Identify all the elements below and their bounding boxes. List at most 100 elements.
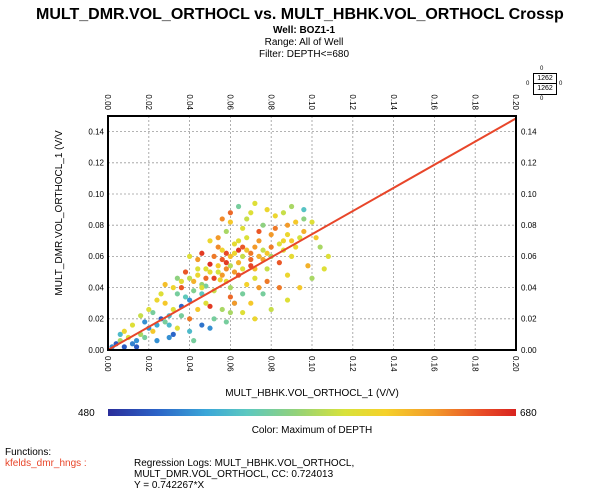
scatter-point: [235, 260, 242, 266]
scatter-point: [207, 261, 213, 267]
x-tick-label-bottom: 0.18: [470, 356, 479, 372]
scatter-point: [240, 225, 246, 231]
scatter-point: [215, 244, 221, 250]
x-tick-label-bottom: 0.12: [348, 356, 357, 372]
scatter-point: [231, 300, 238, 306]
scatter-point: [191, 338, 197, 344]
scatter-point: [244, 216, 250, 222]
scatter-point: [154, 297, 160, 303]
scatter-point: [244, 281, 250, 288]
scatter-point: [272, 213, 278, 219]
x-tick-label-top: 0.12: [348, 94, 357, 110]
scatter-point: [256, 285, 262, 291]
scatter-point: [284, 272, 291, 278]
scatter-point: [231, 241, 238, 247]
scatter-point: [240, 253, 246, 259]
chart-title: MULT_DMR.VOL_ORTHOCL vs. MULT_HBHK.VOL_O…: [36, 6, 564, 23]
x-axis-label: MULT_HBHK.VOL_ORTHOCL_1 (V/V): [225, 388, 399, 399]
scatter-point: [162, 281, 168, 288]
scatter-point: [215, 269, 221, 275]
scatter-point: [240, 309, 246, 316]
scatter-point: [240, 291, 246, 297]
scatter-point: [252, 200, 258, 206]
scatter-point: [223, 260, 229, 266]
scatter-point: [227, 263, 233, 269]
range-label: Range: All of Well: [264, 37, 344, 48]
scatter-point: [219, 216, 225, 222]
scatter-point: [138, 313, 144, 319]
legend-tick-right: 0: [559, 81, 563, 87]
y-tick-label-left: 0.02: [88, 315, 104, 324]
scatter-point: [187, 275, 193, 281]
count-legend-box: 1262 1262: [533, 73, 557, 95]
scatter-point: [248, 300, 254, 306]
scatter-point: [272, 225, 278, 231]
scatter-point: [187, 297, 193, 303]
well-label: Well: BOZ1-1: [272, 25, 336, 36]
scatter-point: [256, 253, 262, 259]
colorbar: [108, 409, 516, 416]
function-name[interactable]: kfelds_dmr_hngs :: [5, 458, 87, 469]
y-tick-label-right: 0.00: [521, 346, 537, 355]
scatter-point: [207, 325, 213, 331]
x-tick-label-bottom: 0.14: [389, 356, 398, 372]
scatter-point: [284, 297, 291, 303]
scatter-point: [264, 278, 270, 284]
y-tick-label-left: 0.08: [88, 221, 104, 230]
scatter-point: [166, 322, 172, 328]
scatter-point: [121, 344, 127, 350]
scatter-point: [252, 244, 258, 250]
scatter-point: [142, 334, 148, 341]
y-tick-label-right: 0.02: [521, 315, 537, 324]
scatter-point: [268, 306, 274, 313]
function-line-3: Y = 0.742267*X: [134, 480, 205, 491]
scatter-point: [325, 253, 331, 259]
legend-count-bottom: 1262: [537, 85, 553, 92]
scatter-point: [207, 303, 213, 309]
y-tick-label-right: 0.14: [521, 127, 537, 136]
scatter-point: [203, 266, 209, 272]
scatter-point: [256, 238, 262, 244]
scatter-point: [154, 338, 160, 344]
scatter-point: [264, 266, 270, 272]
scatter-point: [276, 260, 282, 266]
scatter-point: [215, 263, 221, 269]
scatter-point: [309, 275, 315, 281]
scatter-point: [178, 278, 185, 284]
scatter-point: [203, 275, 209, 281]
tick-labels: 0.000.000.020.020.040.040.060.060.080.08…: [88, 94, 537, 372]
scatter-point: [248, 256, 254, 263]
y-tick-label-left: 0.12: [88, 159, 104, 168]
scatter-point: [301, 216, 307, 222]
x-tick-label-top: 0.06: [226, 94, 235, 110]
x-tick-label-top: 0.00: [103, 94, 112, 110]
scatter-point: [252, 316, 258, 322]
data-points: [109, 200, 331, 350]
colorbar-min: 480: [78, 408, 95, 419]
scatter-point: [195, 272, 201, 278]
scatter-point: [289, 253, 295, 259]
colorbar-label: Color: Maximum of DEPTH: [251, 425, 373, 436]
scatter-point: [227, 210, 233, 216]
filter-label: Filter: DEPTH<=680: [258, 49, 350, 60]
x-tick-label-top: 0.14: [389, 94, 398, 110]
scatter-point: [219, 306, 225, 313]
functions-heading: Functions:: [5, 447, 52, 458]
scatter-point: [268, 231, 274, 238]
scatter-point: [162, 319, 168, 325]
x-tick-label-top: 0.16: [430, 94, 439, 110]
scatter-point: [293, 244, 299, 250]
scatter-point: [301, 207, 307, 213]
scatter-point: [260, 247, 266, 253]
scatter-point: [248, 250, 254, 256]
scatter-point: [211, 316, 217, 322]
x-tick-label-top: 0.08: [266, 94, 275, 110]
scatter-point: [162, 300, 168, 306]
scatter-point: [199, 250, 205, 256]
scatter-point: [133, 344, 140, 350]
y-tick-label-left: 0.00: [88, 346, 104, 355]
scatter-point: [317, 244, 323, 250]
scatter-point: [264, 250, 270, 256]
scatter-point: [223, 250, 229, 256]
x-tick-label-bottom: 0.00: [103, 356, 112, 372]
